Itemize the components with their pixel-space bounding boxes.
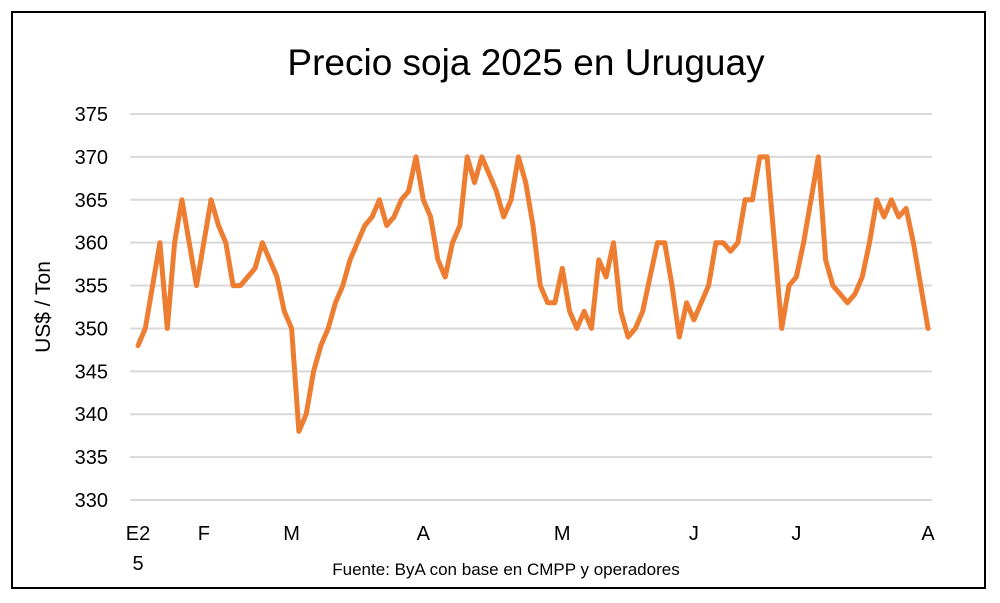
x-tick-label-continued: 5 [132,553,143,575]
series-line [135,154,931,434]
y-tick-label: 360 [75,233,108,255]
y-tick-labels: 330 335 340 345 350 355 360 365 370 375 [75,104,108,512]
y-tick-label: 355 [75,276,108,298]
y-axis-title: US$ / Ton [32,261,55,353]
x-tick-label: A [921,523,935,545]
y-tick-label: 345 [75,361,108,383]
chart-frame [11,11,986,589]
y-tick-label: 330 [75,490,108,512]
x-tick-label: J [689,523,699,545]
x-tick-label: M [554,523,571,545]
x-tick-label: E2 [126,523,150,545]
x-tick-labels: E2 5 F M A M J J A [126,523,936,575]
y-tick-label: 365 [75,190,108,212]
chart-title: Precio soja 2025 en Uruguay [287,42,765,83]
source-note: Fuente: ByA con base en CMPP y operadore… [332,560,679,579]
y-tick-label: 340 [75,404,108,426]
gridlines [130,113,932,501]
series-points [137,156,929,432]
x-tick-label: F [198,523,210,545]
x-tick-label: J [791,523,801,545]
x-tick-label: A [417,523,431,545]
y-tick-label: 335 [75,447,108,469]
y-tick-label: 350 [75,318,108,340]
x-tick-label: M [283,523,300,545]
y-tick-label: 370 [75,147,108,169]
y-tick-label: 375 [75,104,108,126]
